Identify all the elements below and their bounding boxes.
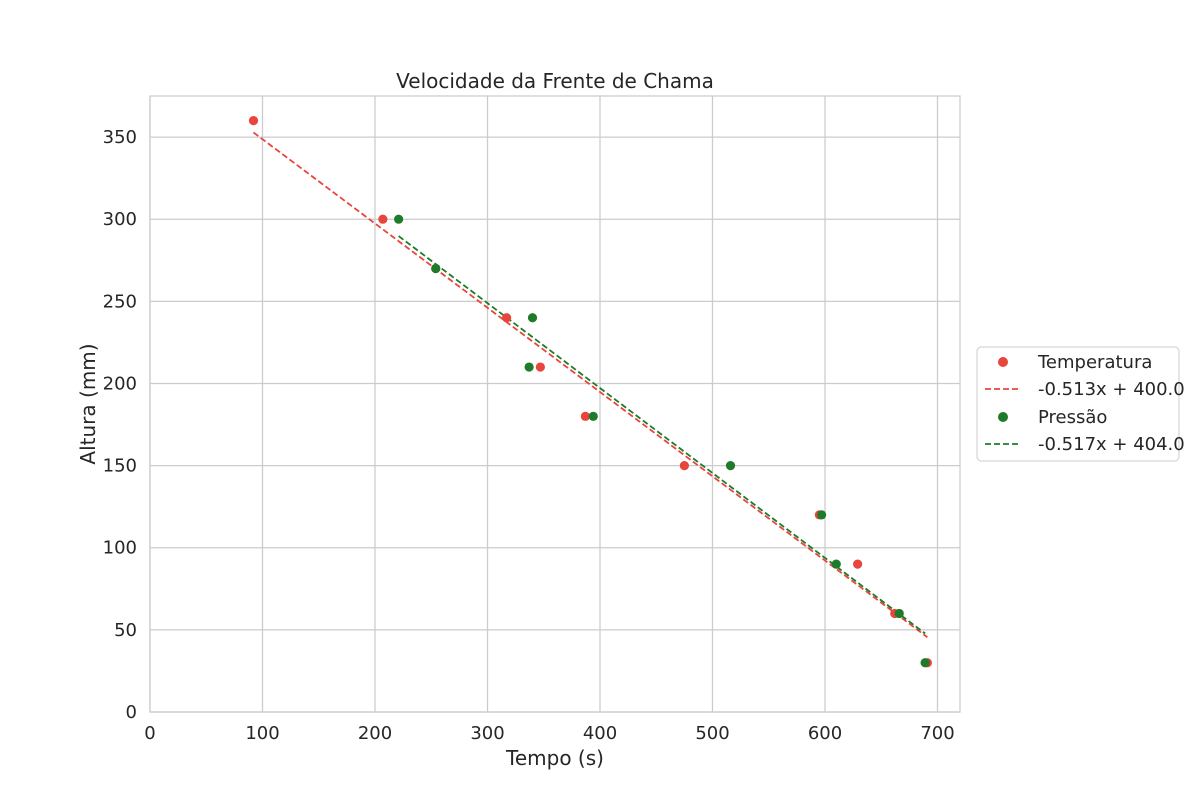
legend-frame (976, 346, 1180, 462)
scatter-point (431, 263, 441, 274)
x-tick-label: 400 (583, 723, 617, 744)
y-axis-label: Altura (mm) (76, 343, 100, 464)
tick-labels: 0 100 200 300 400 500 600 700 0 50 100 150 200 250 300… (103, 127, 955, 744)
x-tick-label: 500 (695, 723, 729, 744)
x-tick-label: 300 (470, 723, 504, 744)
scatter-point (524, 362, 534, 372)
legend-label-pressao-fit: -0.517x + 404.0 (1038, 434, 1185, 455)
scatter-point (378, 214, 388, 224)
scatter-point (248, 116, 259, 126)
y-tick-label: 0 (126, 702, 137, 723)
scatter-point (502, 313, 512, 323)
x-axis-label: Tempo (s) (505, 746, 604, 770)
y-tick-label: 100 (103, 538, 137, 559)
scatter-point (588, 411, 598, 421)
x-tick-label: 100 (245, 723, 279, 744)
y-tick-label: 150 (103, 456, 137, 477)
scatter-point (831, 559, 841, 569)
scatter-point (679, 461, 689, 471)
y-tick-label: 350 (103, 127, 137, 148)
x-tick-label: 700 (920, 723, 954, 744)
scatter-point (527, 313, 538, 323)
legend-marker-pressao (998, 412, 1008, 422)
legend-marker-temperatura (998, 357, 1008, 367)
chart-title: Velocidade da Frente de Chama (396, 69, 714, 93)
scatter-point (853, 559, 863, 569)
scatter-point (394, 214, 404, 224)
data-marks (248, 116, 932, 668)
plot-frame (149, 95, 961, 713)
scatter-point (725, 461, 736, 471)
x-tick-label: 200 (358, 723, 392, 744)
y-tick-label: 200 (103, 373, 137, 394)
scatter-point (894, 608, 904, 619)
legend-label-pressao: Pressão (1038, 407, 1107, 428)
scatter-point (920, 658, 930, 668)
x-tick-label: 600 (808, 723, 842, 744)
y-tick-label: 250 (103, 291, 137, 312)
scatter-point (535, 362, 545, 372)
x-tick-label: 0 (144, 723, 155, 744)
y-tick-label: 50 (114, 620, 137, 641)
fit-line (252, 131, 928, 638)
legend: Temperatura -0.513x + 400.0 Pressão -0.5… (976, 346, 1185, 462)
y-tick-label: 300 (103, 209, 137, 230)
legend-label-temperatura-fit: -0.513x + 400.0 (1038, 379, 1185, 400)
scatter-point (580, 411, 590, 421)
scatter-point (817, 510, 827, 520)
legend-label-temperatura: Temperatura (1037, 352, 1152, 373)
